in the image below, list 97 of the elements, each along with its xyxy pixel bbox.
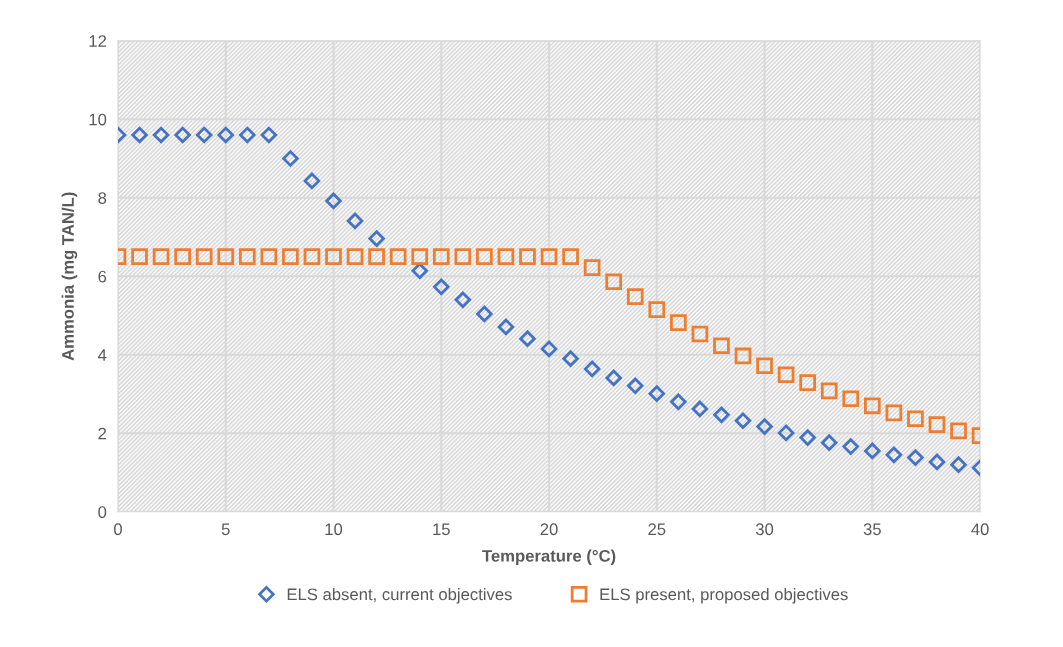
point <box>497 248 515 265</box>
point <box>777 424 795 442</box>
point <box>626 377 644 395</box>
point <box>950 422 967 440</box>
point <box>863 397 881 415</box>
point <box>907 449 924 466</box>
point <box>864 442 881 460</box>
point <box>756 357 773 375</box>
point <box>799 429 816 446</box>
point <box>325 192 342 210</box>
point <box>777 366 795 384</box>
x-tick-label: 10 <box>325 523 343 536</box>
point <box>799 374 816 391</box>
point <box>303 248 321 265</box>
y-tick-label: 0 <box>98 506 107 518</box>
point <box>346 248 364 265</box>
point <box>239 126 256 144</box>
x-tick-label: 30 <box>755 523 774 536</box>
point <box>820 382 838 400</box>
point <box>734 412 752 429</box>
point <box>670 393 687 411</box>
point <box>928 416 946 433</box>
y-tick-label: 6 <box>98 270 107 283</box>
point <box>583 259 601 276</box>
point <box>605 369 622 387</box>
point <box>519 330 536 347</box>
point <box>670 314 687 331</box>
x-tick-label: 35 <box>863 523 881 536</box>
point <box>131 126 148 144</box>
point <box>476 305 493 323</box>
point <box>325 248 342 265</box>
point <box>152 248 170 265</box>
point <box>626 288 644 306</box>
point <box>885 404 903 422</box>
y-tick-label: 2 <box>98 427 107 440</box>
x-tick-label: 5 <box>221 523 230 536</box>
point <box>152 126 170 144</box>
point <box>476 248 493 265</box>
point <box>195 248 213 265</box>
point <box>562 350 579 367</box>
point <box>842 438 860 455</box>
x-tick-label: 20 <box>540 523 558 536</box>
legend-label: ELS present, proposed objectives <box>600 588 848 604</box>
point <box>519 248 536 265</box>
point <box>907 410 924 428</box>
point <box>648 385 666 402</box>
point <box>174 248 191 265</box>
point <box>282 150 299 167</box>
point <box>756 418 773 435</box>
point <box>260 126 278 144</box>
point <box>734 347 752 365</box>
legend-label: ELS absent, current objectives <box>287 588 512 604</box>
point <box>713 337 730 355</box>
point <box>217 126 235 144</box>
y-tick-label: 10 <box>89 113 107 126</box>
point <box>454 248 472 265</box>
y-tick-label: 8 <box>98 192 107 204</box>
point <box>950 456 967 473</box>
point <box>174 126 191 144</box>
point <box>303 172 321 190</box>
point <box>346 212 364 230</box>
x-tick-label: 40 <box>971 523 989 536</box>
point <box>217 248 235 265</box>
point <box>282 248 299 265</box>
point <box>691 325 709 343</box>
point <box>131 248 148 265</box>
point <box>368 248 385 265</box>
x-tick-label: 0 <box>114 523 122 536</box>
point <box>454 291 472 309</box>
point <box>411 262 428 280</box>
y-tick-label: 12 <box>89 35 107 47</box>
x-axis-title: Temperature (°C) <box>482 549 616 566</box>
point <box>433 278 450 296</box>
point <box>195 126 213 144</box>
point <box>497 318 515 336</box>
point <box>928 453 946 471</box>
point <box>648 301 666 318</box>
point <box>562 248 579 265</box>
x-tick-label: 25 <box>648 523 666 536</box>
point <box>389 248 407 265</box>
y-tick-label: 4 <box>98 349 107 361</box>
point <box>691 400 709 418</box>
x-tick-label: 15 <box>433 523 450 536</box>
point <box>842 390 860 408</box>
point <box>583 360 601 378</box>
point <box>238 248 256 265</box>
y-axis-title: Ammonia (mg TAN/L) <box>61 192 78 361</box>
point <box>540 340 558 358</box>
point <box>605 273 623 291</box>
point <box>820 434 838 451</box>
point <box>885 446 903 464</box>
point <box>368 230 385 247</box>
point <box>713 406 730 424</box>
point <box>432 248 450 265</box>
point <box>260 248 278 265</box>
point <box>540 248 558 265</box>
point <box>411 248 429 265</box>
